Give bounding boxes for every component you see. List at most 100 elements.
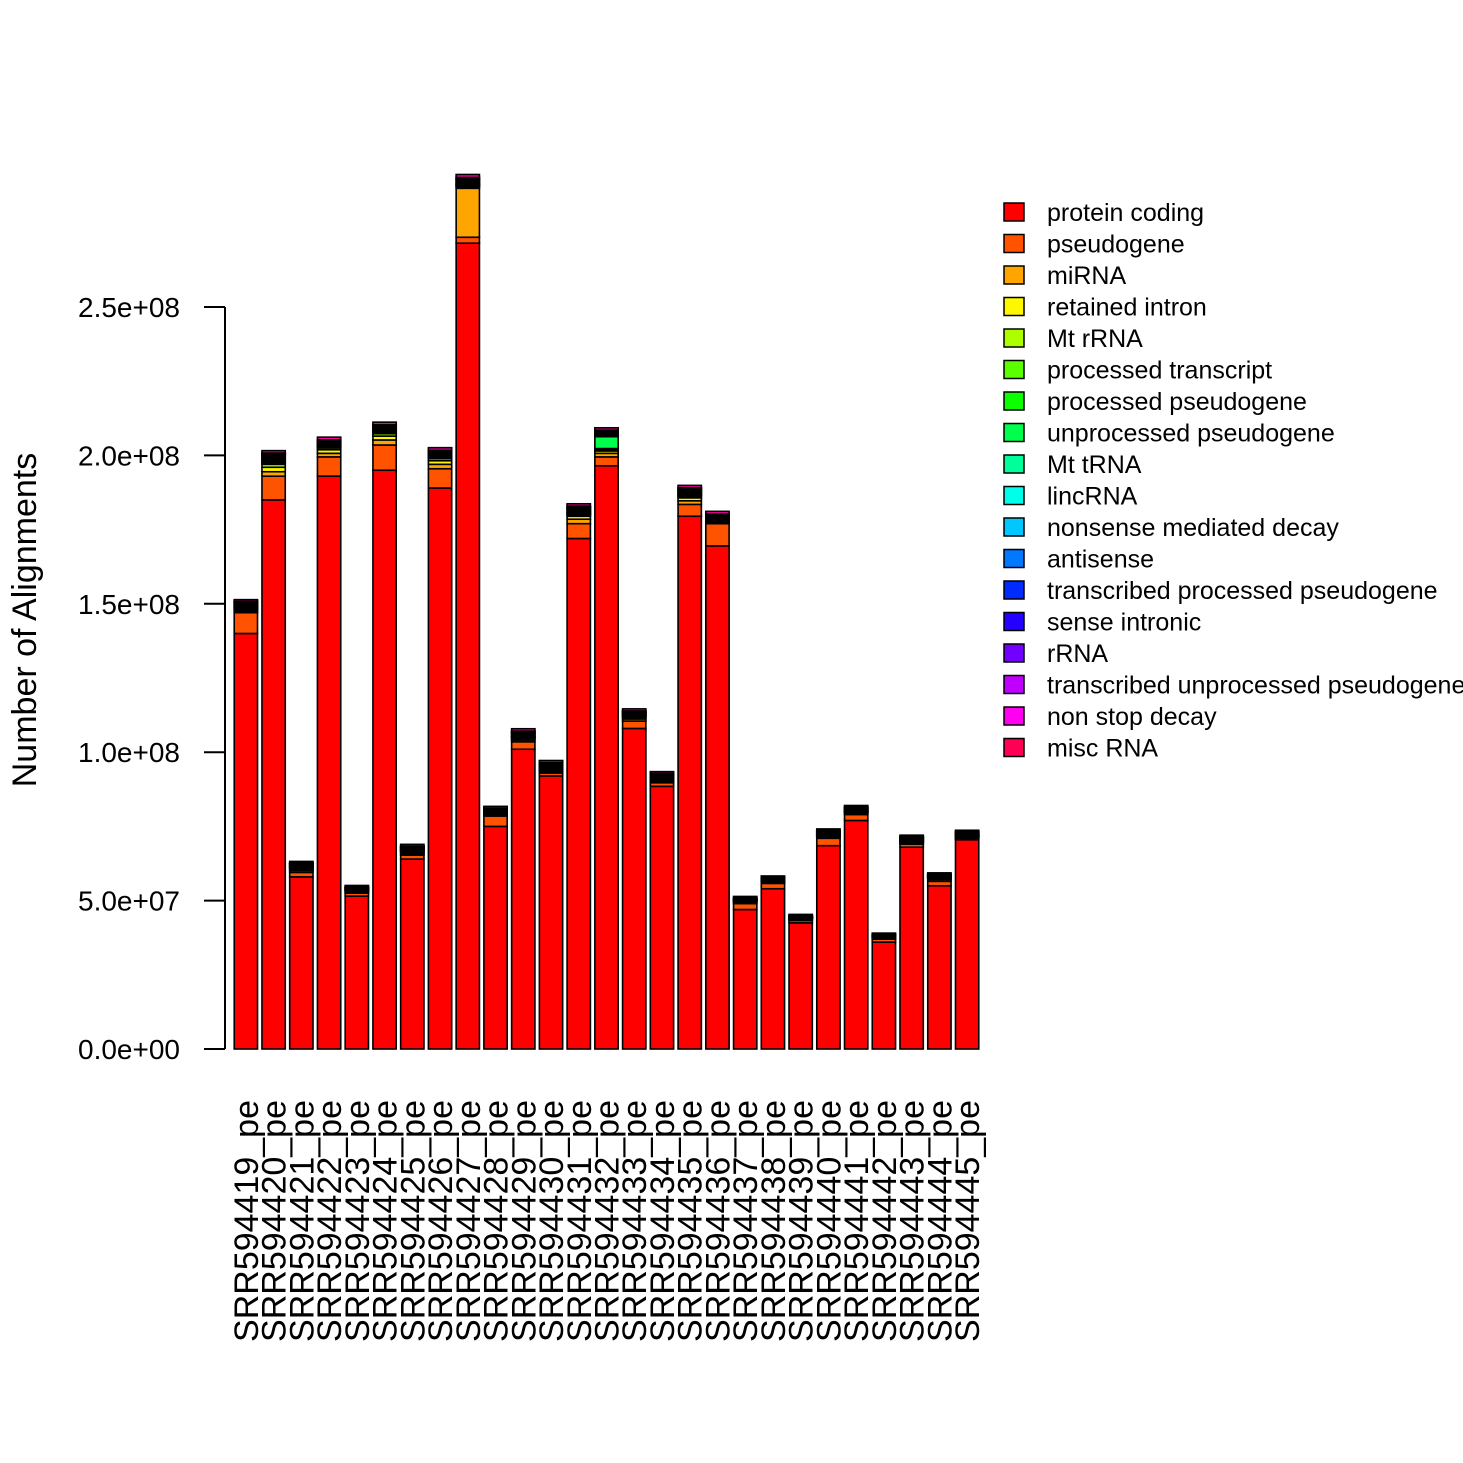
bar-segment-SRR594426_pe-1	[427, 467, 453, 489]
legend-label: transcribed processed pseudogene	[1047, 577, 1438, 605]
bar-segment-SRR594438_pe-1	[760, 882, 786, 890]
bar-segment-SRR594427_pe-2	[455, 187, 481, 239]
legend-swatch	[1003, 422, 1025, 443]
legend-label: retained intron	[1047, 294, 1207, 322]
bar-segment-SRR594444_pe-17	[926, 872, 952, 875]
legend-swatch	[1003, 737, 1025, 758]
bar-segment-SRR594428_pe-0	[483, 825, 508, 1050]
bar-segment-SRR594421_pe-17	[288, 860, 314, 864]
bar-segment-SRR594443_pe-17	[899, 834, 925, 838]
x-tick-label: SRR594441_pe	[838, 1100, 876, 1342]
legend-label: unprocessed pseudogene	[1047, 420, 1335, 448]
bar-segment-SRR594420_pe-1	[261, 475, 287, 501]
legend-swatch	[1003, 674, 1025, 695]
bar-segment-SRR594435_pe-0	[677, 515, 703, 1050]
x-tick-label: SRR594435_pe	[672, 1100, 710, 1342]
bar-segment-SRR594431_pe-17	[566, 502, 592, 507]
bar-segment-SRR594433_pe-1	[621, 720, 647, 730]
bar-segment-SRR594429_pe-1	[510, 741, 536, 751]
bar-segment-SRR594427_pe-17	[455, 173, 481, 179]
bar-segment-SRR594424_pe-0	[372, 469, 398, 1050]
y-axis-label: Number of Alignments	[6, 453, 44, 788]
legend-label: processed pseudogene	[1047, 388, 1307, 416]
bar-segment-SRR594432_pe-17	[594, 426, 619, 431]
legend-swatch	[1003, 517, 1025, 537]
bar-segment-SRR594422_pe-0	[316, 475, 342, 1050]
bar-segment-SRR594441_pe-1	[843, 813, 869, 822]
legend-label: transcribed unprocessed pseudogene	[1047, 672, 1463, 700]
x-tick-label: SRR594443_pe	[894, 1100, 932, 1342]
bar-segment-SRR594436_pe-0	[705, 545, 730, 1050]
legend-label: misc RNA	[1047, 735, 1158, 763]
legend-swatch	[1003, 359, 1025, 380]
bar-segment-SRR594431_pe-0	[566, 537, 592, 1050]
y-tick-label: 2.0e+08	[78, 440, 180, 471]
bar-segment-SRR594445_pe-17	[954, 829, 980, 833]
legend-swatch	[1003, 548, 1025, 569]
legend-label: sense intronic	[1047, 609, 1201, 637]
bar-segment-SRR594435_pe-17	[677, 484, 703, 489]
x-tick-label: SRR594442_pe	[866, 1100, 904, 1342]
bar-segment-SRR594434_pe-0	[649, 785, 675, 1050]
bar-segment-SRR594433_pe-17	[621, 708, 647, 712]
legend-swatch	[1003, 233, 1025, 254]
x-tick-label: SRR594440_pe	[810, 1100, 848, 1342]
legend-label: non stop decay	[1047, 703, 1217, 731]
legend-swatch	[1003, 296, 1025, 317]
legend-label: processed transcript	[1047, 357, 1272, 385]
legend-label: antisense	[1047, 546, 1154, 574]
x-tick-label: SRR594428_pe	[478, 1100, 516, 1342]
bar-segment-SRR594423_pe-0	[344, 895, 370, 1050]
bar-segment-SRR594430_pe-0	[538, 775, 564, 1050]
legend-swatch	[1003, 643, 1025, 663]
legend-swatch	[1003, 580, 1025, 600]
x-tick-label: SRR594438_pe	[755, 1100, 793, 1342]
bar-segment-SRR594419_pe-17	[233, 598, 259, 603]
y-tick-label: 0.0e+00	[78, 1034, 180, 1065]
bar-segment-SRR594444_pe-0	[926, 884, 952, 1050]
legend-swatch	[1003, 202, 1025, 222]
bar-segment-SRR594437_pe-0	[732, 908, 758, 1050]
legend-label: Mt tRNA	[1047, 451, 1142, 479]
x-tick-label: SRR594445_pe	[949, 1100, 987, 1342]
bar-segment-SRR594441_pe-0	[843, 819, 869, 1050]
bar-segment-SRR594422_pe-1	[316, 456, 342, 477]
legend-label: protein coding	[1047, 199, 1204, 227]
x-tick-label: SRR594432_pe	[589, 1100, 627, 1342]
bar-segment-SRR594437_pe-17	[732, 895, 758, 899]
bar-segment-SRR594420_pe-17	[261, 449, 287, 454]
x-tick-label: SRR594420_pe	[256, 1100, 294, 1342]
x-tick-labels: SRR594419_peSRR594420_peSRR594421_peSRR5…	[228, 1100, 987, 1342]
x-tick-label: SRR594430_pe	[533, 1100, 571, 1342]
legend-swatch	[1003, 611, 1025, 632]
legend-label: nonsense mediated decay	[1047, 514, 1339, 542]
legend-swatch	[1003, 391, 1025, 411]
x-tick-label: SRR594423_pe	[339, 1100, 377, 1342]
bar-segment-SRR594430_pe-17	[538, 759, 564, 764]
bar-segment-SRR594429_pe-0	[510, 748, 536, 1050]
bar-segment-SRR594428_pe-17	[483, 805, 508, 809]
x-tick-label: SRR594437_pe	[727, 1100, 765, 1342]
legend-label: pseudogene	[1047, 231, 1185, 259]
bar-segment-SRR594440_pe-1	[815, 837, 841, 847]
bar-segment-SRR594434_pe-17	[649, 770, 675, 775]
bar-segment-SRR594436_pe-17	[705, 510, 730, 515]
x-tick-label: SRR594434_pe	[644, 1100, 682, 1342]
legend-swatch	[1003, 454, 1025, 474]
bar-segment-SRR594419_pe-1	[233, 611, 259, 635]
bar-segment-SRR594440_pe-17	[815, 828, 841, 832]
y-tick-label: 5.0e+07	[78, 886, 180, 917]
x-tick-label: SRR594422_pe	[311, 1100, 349, 1342]
legend-swatch	[1003, 485, 1025, 506]
bar-segment-SRR594420_pe-0	[261, 499, 287, 1050]
legend-label: lincRNA	[1047, 483, 1138, 511]
bar-segment-SRR594432_pe-1	[594, 456, 619, 467]
bar-segment-SRR594424_pe-17	[372, 421, 398, 426]
x-tick-label: SRR594424_pe	[367, 1100, 405, 1342]
y-tick-label: 1.0e+08	[78, 737, 180, 768]
legend: protein coding pseudogene miRNA retained in…	[1003, 199, 1463, 763]
legend-label: rRNA	[1047, 640, 1108, 668]
x-tick-label: SRR594439_pe	[783, 1100, 821, 1342]
bar-segment-SRR594426_pe-0	[427, 487, 453, 1050]
